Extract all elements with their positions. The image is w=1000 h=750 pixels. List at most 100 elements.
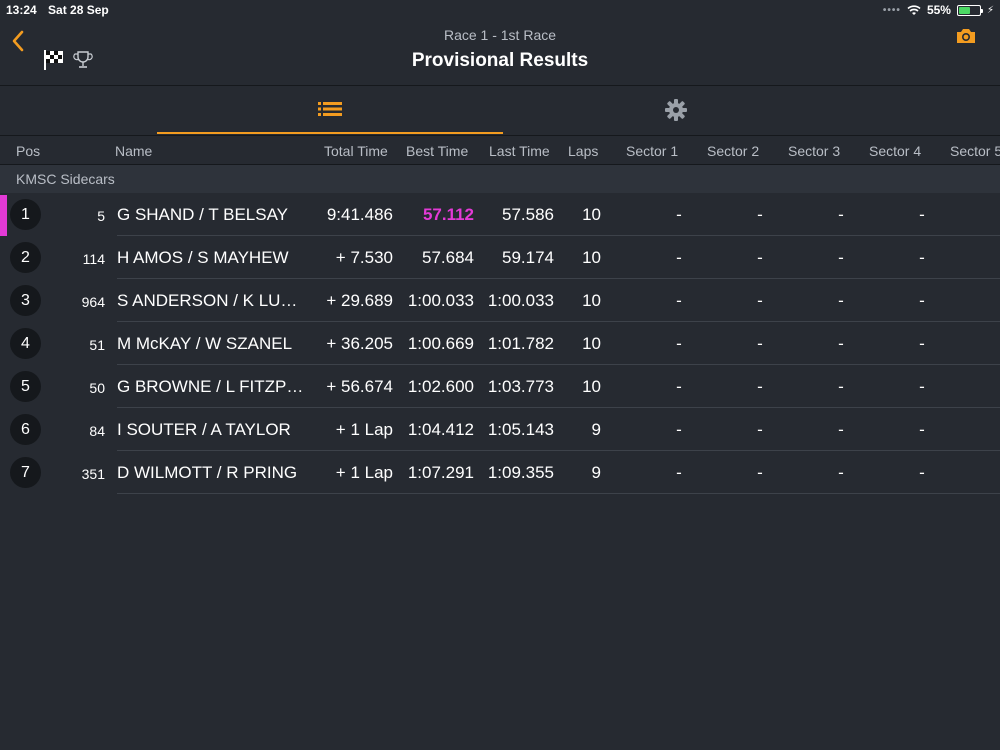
laps: 10 [582,334,601,353]
position-badge: 5 [10,371,41,402]
last-time: 59.174 [502,248,554,267]
total-time: + 29.689 [326,291,393,310]
col-sector-5[interactable]: Sector 5 [950,143,1000,159]
driver-name: M McKAY / W SZANEL [117,334,293,353]
col-laps[interactable]: Laps [568,143,599,159]
best-time: 1:02.600 [407,377,474,396]
col-name[interactable]: Name [115,143,153,159]
last-time: 1:03.773 [487,377,554,396]
tab-results-list[interactable] [157,86,503,134]
sector-4: - [919,205,925,224]
table-row[interactable]: 5 50 G BROWNE / L FITZP… + 56.674 1:02.6… [0,365,1000,408]
sector-2: - [757,377,763,396]
total-time: 9:41.486 [326,205,393,224]
sector-3: - [838,463,844,482]
sector-4: - [919,377,925,396]
sector-1: - [676,205,682,224]
driver-name: I SOUTER / A TAYLOR [117,420,291,439]
sector-1: - [676,334,682,353]
class-group-label: KMSC Sidecars [16,171,115,187]
col-best-time[interactable]: Best Time [406,143,469,159]
table-row[interactable]: 1 5 G SHAND / T BELSAY 9:41.486 57.112 5… [0,193,1000,236]
table-row[interactable]: 7 351 D WILMOTT / R PRING + 1 Lap 1:07.2… [0,451,1000,494]
cellular-signal-icon: •••• [882,4,901,16]
total-time: + 1 Lap [335,463,393,482]
laps: 9 [591,463,601,482]
position-badge: 6 [10,414,41,445]
checkered-flag-icon [44,50,63,70]
col-sector-4[interactable]: Sector 4 [869,143,922,159]
laps: 10 [582,248,601,267]
col-sector-2[interactable]: Sector 2 [707,143,760,159]
sector-4: - [919,420,925,439]
gear-icon [665,99,687,121]
total-time: + 1 Lap [335,420,393,439]
best-time: 1:04.412 [407,420,474,439]
leader-marker [0,195,7,236]
last-time: 57.586 [502,205,554,224]
car-number: 114 [82,251,105,267]
sector-2: - [757,420,763,439]
table-row[interactable]: 6 84 I SOUTER / A TAYLOR + 1 Lap 1:04.41… [0,408,1000,451]
car-number: 50 [89,380,105,396]
last-time: 1:05.143 [487,420,554,439]
table-row[interactable]: 3 964 S ANDERSON / K LU… + 29.689 1:00.0… [0,279,1000,322]
sector-3: - [838,291,844,310]
col-pos[interactable]: Pos [16,143,41,159]
best-time: 57.684 [422,248,474,267]
battery-level [958,6,970,14]
best-time: 1:00.033 [407,291,474,310]
sector-3: - [838,377,844,396]
sector-3: - [838,334,844,353]
position-badge: 3 [10,285,41,316]
position-badge: 7 [10,457,41,488]
last-time: 1:00.033 [487,291,554,310]
car-number: 964 [81,294,105,310]
total-time: + 36.205 [326,334,393,353]
status-bar: 13:24 Sat 28 Sep •••• 55% ⚡ [0,0,1000,20]
sector-2: - [757,248,763,267]
status-time: 13:24 [6,3,37,17]
sector-2: - [757,334,763,353]
position-badge: 4 [10,328,41,359]
col-sector-1[interactable]: Sector 1 [626,143,679,159]
sector-4: - [919,248,925,267]
laps: 10 [582,291,601,310]
col-total-time[interactable]: Total Time [324,143,388,159]
camera-icon[interactable] [955,26,977,46]
sector-3: - [838,248,844,267]
sector-4: - [919,291,925,310]
trophy-icon [73,51,93,68]
driver-name: D WILMOTT / R PRING [117,463,298,482]
status-left: 13:24 Sat 28 Sep [6,3,109,17]
table-row[interactable]: 4 51 M McKAY / W SZANEL + 36.205 1:00.66… [0,322,1000,365]
car-number: 84 [89,423,105,439]
best-time: 1:07.291 [407,463,474,482]
race-subtitle: Race 1 - 1st Race [443,27,557,43]
sector-1: - [676,463,682,482]
total-time: + 7.530 [335,248,393,267]
position-badge: 1 [10,199,41,230]
list-icon [318,102,342,116]
view-tabs [0,86,1000,134]
laps: 9 [591,420,601,439]
driver-name: G SHAND / T BELSAY [117,205,289,224]
sector-1: - [676,420,682,439]
car-number: 51 [89,337,105,353]
table-row[interactable]: 2 114 H AMOS / S MAYHEW + 7.530 57.684 5… [0,236,1000,279]
class-group-header: KMSC Sidecars [0,165,1000,193]
status-right: •••• 55% ⚡ [883,3,994,17]
position-badge: 2 [10,242,41,273]
driver-name: H AMOS / S MAYHEW [117,248,289,267]
sector-1: - [676,291,682,310]
sector-3: - [838,420,844,439]
tab-settings[interactable] [503,86,849,134]
battery-percent: 55% [926,3,951,17]
back-icon[interactable] [8,28,28,54]
col-sector-3[interactable]: Sector 3 [788,143,841,159]
driver-name: G BROWNE / L FITZP… [117,377,304,396]
sector-4: - [919,334,925,353]
page-title: Provisional Results [411,50,589,71]
col-last-time[interactable]: Last Time [489,143,550,159]
last-time: 1:09.355 [487,463,554,482]
